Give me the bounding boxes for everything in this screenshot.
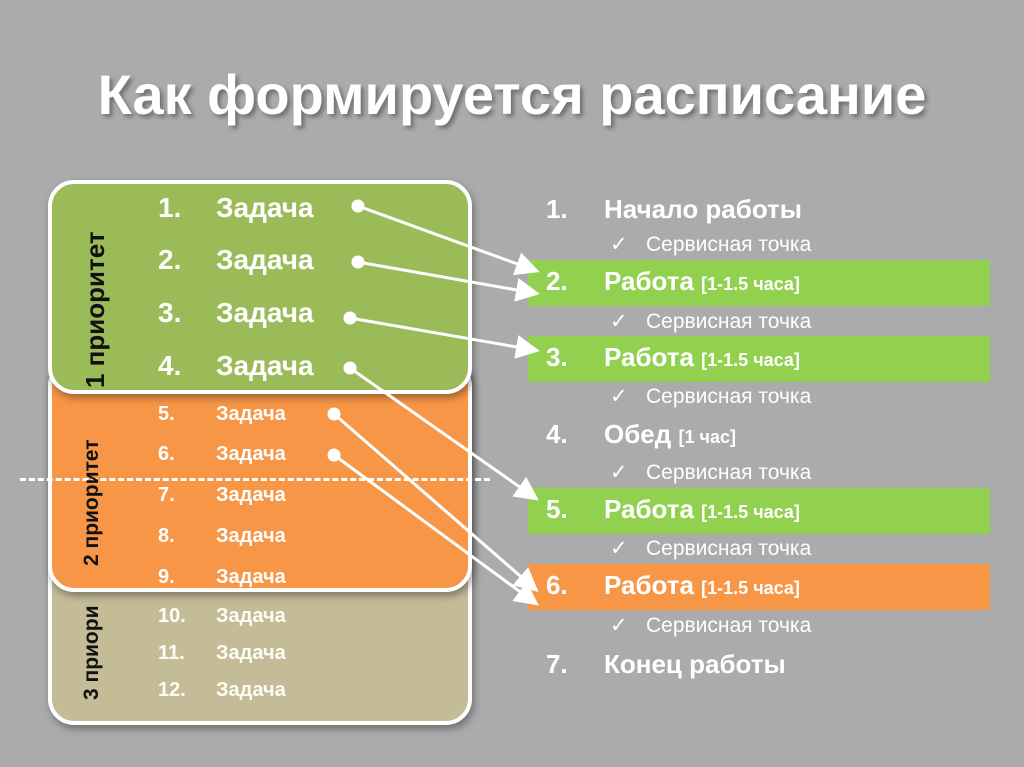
service-point: ✓ Сервисная точка xyxy=(610,310,812,333)
check-icon: ✓ xyxy=(610,385,628,408)
check-icon: ✓ xyxy=(610,537,628,560)
service-point: ✓ Сервисная точка xyxy=(610,537,812,560)
service-point: ✓ Сервисная точка xyxy=(610,461,812,484)
schedule-item-work: 6. Работа [1-1.5 часа] xyxy=(528,564,990,610)
service-point: ✓ Сервисная точка xyxy=(610,385,812,408)
service-point: ✓ Сервисная точка xyxy=(610,233,812,256)
page-title: Как формируется расписание xyxy=(97,63,927,126)
schedule-item-work: 2. Работа [1-1.5 часа] xyxy=(528,260,990,306)
schedule-item-work: 3. Работа [1-1.5 часа] xyxy=(528,336,990,382)
schedule-item-start: 1. Начало работы xyxy=(546,194,802,224)
schedule-item-lunch: 4. Обед [1 час] xyxy=(546,419,736,449)
check-icon: ✓ xyxy=(610,310,628,333)
priority-1-panel xyxy=(48,180,472,394)
schedule-item-end: 7. Конец работы xyxy=(546,649,786,679)
priority-2-panel xyxy=(48,360,472,592)
check-icon: ✓ xyxy=(610,233,628,256)
service-point: ✓ Сервисная точка xyxy=(610,614,812,637)
check-icon: ✓ xyxy=(610,614,628,637)
cutoff-dashed-line xyxy=(20,478,490,481)
schedule-item-work: 5. Работа [1-1.5 часа] xyxy=(528,488,990,534)
check-icon: ✓ xyxy=(610,461,628,484)
